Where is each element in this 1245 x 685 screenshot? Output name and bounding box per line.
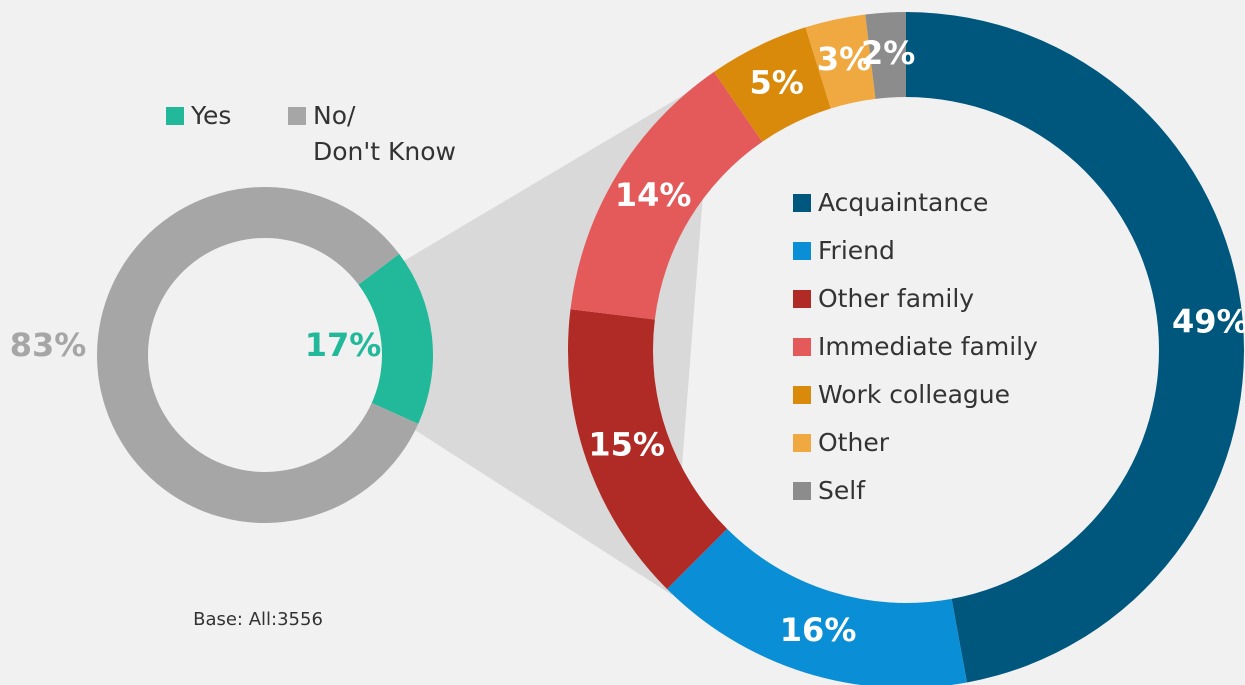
legend-swatch bbox=[793, 434, 811, 452]
legend-label: No/ Don't Know bbox=[313, 101, 456, 166]
legend-label: Work colleague bbox=[818, 380, 1010, 409]
legend-swatch bbox=[793, 242, 811, 260]
donut-slice bbox=[96, 186, 419, 523]
value-label: 3% bbox=[817, 40, 871, 78]
donut-slice bbox=[906, 12, 1245, 683]
legend-swatch bbox=[793, 482, 811, 500]
legend-label: Acquaintance bbox=[818, 188, 989, 217]
donut-slice bbox=[666, 528, 967, 685]
value-label: 15% bbox=[588, 425, 665, 463]
legend-label: Friend bbox=[818, 236, 895, 265]
donut-slice bbox=[713, 27, 831, 142]
donut-slice bbox=[568, 309, 728, 590]
value-label: 16% bbox=[780, 611, 857, 649]
legend-label: Other family bbox=[818, 284, 975, 313]
value-label: 14% bbox=[615, 176, 692, 214]
legend-label: Immediate family bbox=[818, 332, 1038, 361]
legend-swatch bbox=[793, 194, 811, 212]
legend-swatch bbox=[793, 290, 811, 308]
legend-label: Yes bbox=[191, 101, 232, 130]
legend-swatch bbox=[166, 107, 184, 125]
value-label: 49% bbox=[1172, 302, 1245, 340]
value-label: 83% bbox=[10, 326, 87, 364]
value-label: 2% bbox=[861, 34, 915, 72]
value-label: 17% bbox=[305, 326, 382, 364]
donut-slice bbox=[570, 71, 763, 320]
value-label: 5% bbox=[749, 63, 803, 101]
legend-swatch bbox=[793, 338, 811, 356]
donut-slice bbox=[358, 253, 433, 424]
legend-label: Self bbox=[818, 476, 865, 505]
legend-swatch bbox=[288, 107, 306, 125]
donut-slice bbox=[865, 12, 906, 99]
legend-label: Other bbox=[818, 428, 889, 457]
donut-slice bbox=[805, 14, 876, 109]
annotation: Base: All:3556 bbox=[193, 609, 323, 630]
legend-swatch bbox=[793, 386, 811, 404]
